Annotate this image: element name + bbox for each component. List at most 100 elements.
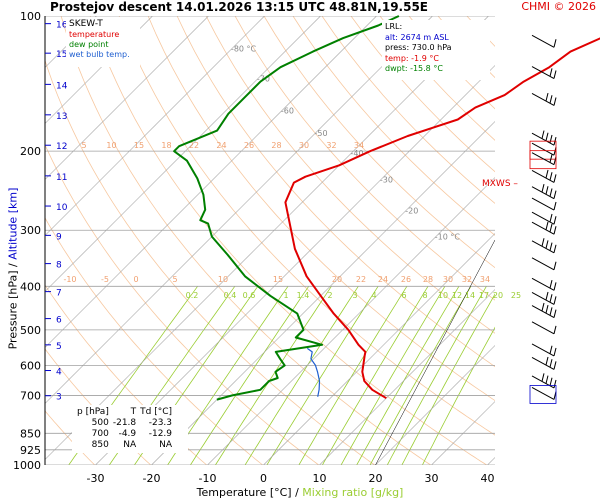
theta-label: -5	[101, 275, 109, 284]
isotherm	[319, 289, 495, 465]
table-cell: -12.9	[148, 429, 173, 439]
wind-barb	[529, 150, 557, 170]
isotherm-label: -50	[315, 129, 328, 138]
wind-barb-feather	[549, 223, 553, 233]
wind-barb-feather	[553, 174, 557, 183]
wind-barb	[531, 92, 557, 106]
theta-label: 10	[106, 141, 116, 150]
mixing-ratio-label: 20	[493, 291, 503, 300]
dry-adiabat	[554, 16, 600, 465]
theta-label: 22	[356, 275, 366, 284]
dry-adiabat	[292, 16, 495, 236]
lrl-temp: temp: -1.9 °C	[385, 53, 439, 63]
wind-barb	[531, 302, 557, 319]
altitude-tick-label: 4	[56, 368, 62, 378]
wind-barb-shaft	[531, 186, 555, 200]
wind-barb-feather	[549, 345, 553, 354]
wind-barb-shaft	[531, 291, 555, 305]
wind-barb	[531, 343, 557, 357]
wind-barb-feather	[541, 238, 545, 247]
theta-label: 24	[216, 141, 226, 150]
mixing-ratio-label: 12	[452, 291, 462, 300]
isotherm	[151, 121, 495, 465]
wind-barb-shaft	[531, 132, 555, 146]
table-cell: 500	[91, 418, 109, 428]
altitude-tick-label: 16	[56, 21, 68, 31]
wind-barb-feather	[553, 226, 557, 235]
chmi-credit: CHMI © 2026	[521, 0, 596, 13]
wind-barb-shaft	[531, 375, 555, 389]
wind-barb-shaft	[531, 66, 555, 79]
wind-barb-shaft	[531, 142, 555, 156]
wind-barb-feather	[545, 375, 549, 384]
wind-barb-feather	[549, 188, 553, 197]
pressure-tick-label: 600	[20, 359, 41, 372]
isotherm	[375, 345, 495, 465]
wind-barb-feather	[549, 154, 553, 163]
table-cell: -23.3	[148, 418, 173, 428]
wind-barb-shaft	[531, 343, 555, 357]
wind-barb-shaft	[531, 169, 555, 183]
lrl-press: press: 730.0 hPa	[385, 43, 452, 52]
x-title-sep: /	[291, 486, 303, 499]
wind-barb-shaft	[531, 197, 555, 211]
wind-barb-shaft	[531, 356, 555, 370]
wind-barb-feather	[549, 280, 553, 289]
altitude-tick-label: 7	[56, 289, 62, 299]
dry-adiabat	[205, 16, 495, 334]
legend-wet-bulb: wet bulb temp.	[69, 50, 130, 59]
wind-barb	[531, 257, 557, 271]
temperature-tick-label: 30	[425, 472, 439, 485]
wind-barb-feather	[545, 169, 549, 179]
wind-barb-shaft	[531, 257, 555, 271]
wind-barb-feather	[553, 190, 557, 199]
wet-bulb-temp-profile	[306, 347, 321, 397]
mixing-ratio-label: 8	[422, 291, 427, 300]
level-table: p [hPa] T Td [°C] 500 -21.8 -23.3 700 -4…	[72, 405, 188, 453]
pressure-tick-label: 1000	[13, 459, 41, 472]
isotherm	[45, 16, 321, 292]
isotherm	[45, 16, 209, 180]
isotherm-label: -80 °C	[231, 45, 257, 54]
theta-label: 34	[480, 275, 490, 284]
wind-barb-feather	[553, 201, 557, 211]
wind-barb	[529, 385, 557, 404]
isotherm	[263, 233, 495, 465]
dry-adiabat	[525, 16, 600, 465]
table-header-t: T	[130, 407, 137, 417]
temperature-tick-label: 40	[481, 472, 495, 485]
theta-label: 28	[423, 275, 433, 284]
mixing-ratio-label: 1.4	[297, 291, 310, 300]
pressure-tick-label: 100	[20, 10, 41, 23]
table-header-td: Td [°C]	[140, 407, 173, 417]
theta-label: 18	[161, 141, 171, 150]
lrl-title: LRL:	[385, 22, 403, 31]
wind-barb-feather	[541, 302, 545, 312]
isotherm-label: -30	[380, 176, 393, 185]
mixing-ratio-label: 14	[465, 291, 475, 300]
wind-barb	[531, 183, 557, 200]
altitude-tick-label: 13	[56, 112, 67, 122]
isotherm-label: -40	[351, 149, 364, 158]
x-title-temp: Temperature [°C]	[196, 486, 292, 499]
pressure-tick-label: 300	[20, 224, 41, 237]
lrl-alt: alt: 2674 m ASL	[385, 32, 449, 42]
wind-barb-shaft	[531, 277, 555, 291]
table-row: 700 -4.9 -12.9	[75, 429, 174, 440]
wind-barb-feather	[549, 172, 553, 181]
wind-barb-feather	[553, 379, 557, 389]
wind-barb-feather	[549, 95, 553, 104]
wind-barb-feather	[549, 242, 553, 251]
table-cell: NA	[159, 440, 173, 450]
theta-label: 24	[378, 275, 388, 284]
wind-barb-feather	[545, 240, 549, 249]
temperature-tick-label: -20	[143, 472, 161, 485]
mixing-ratio-line	[369, 286, 472, 465]
wind-barb-feather	[545, 221, 549, 230]
dry-adiabat	[466, 16, 495, 47]
mixing-ratio-line	[340, 286, 446, 465]
pressure-tick-label: 925	[20, 444, 41, 457]
mixing-ratio-line	[215, 286, 332, 465]
wind-barb-feather	[553, 282, 557, 291]
table-row: 850 NA NA	[75, 440, 174, 451]
